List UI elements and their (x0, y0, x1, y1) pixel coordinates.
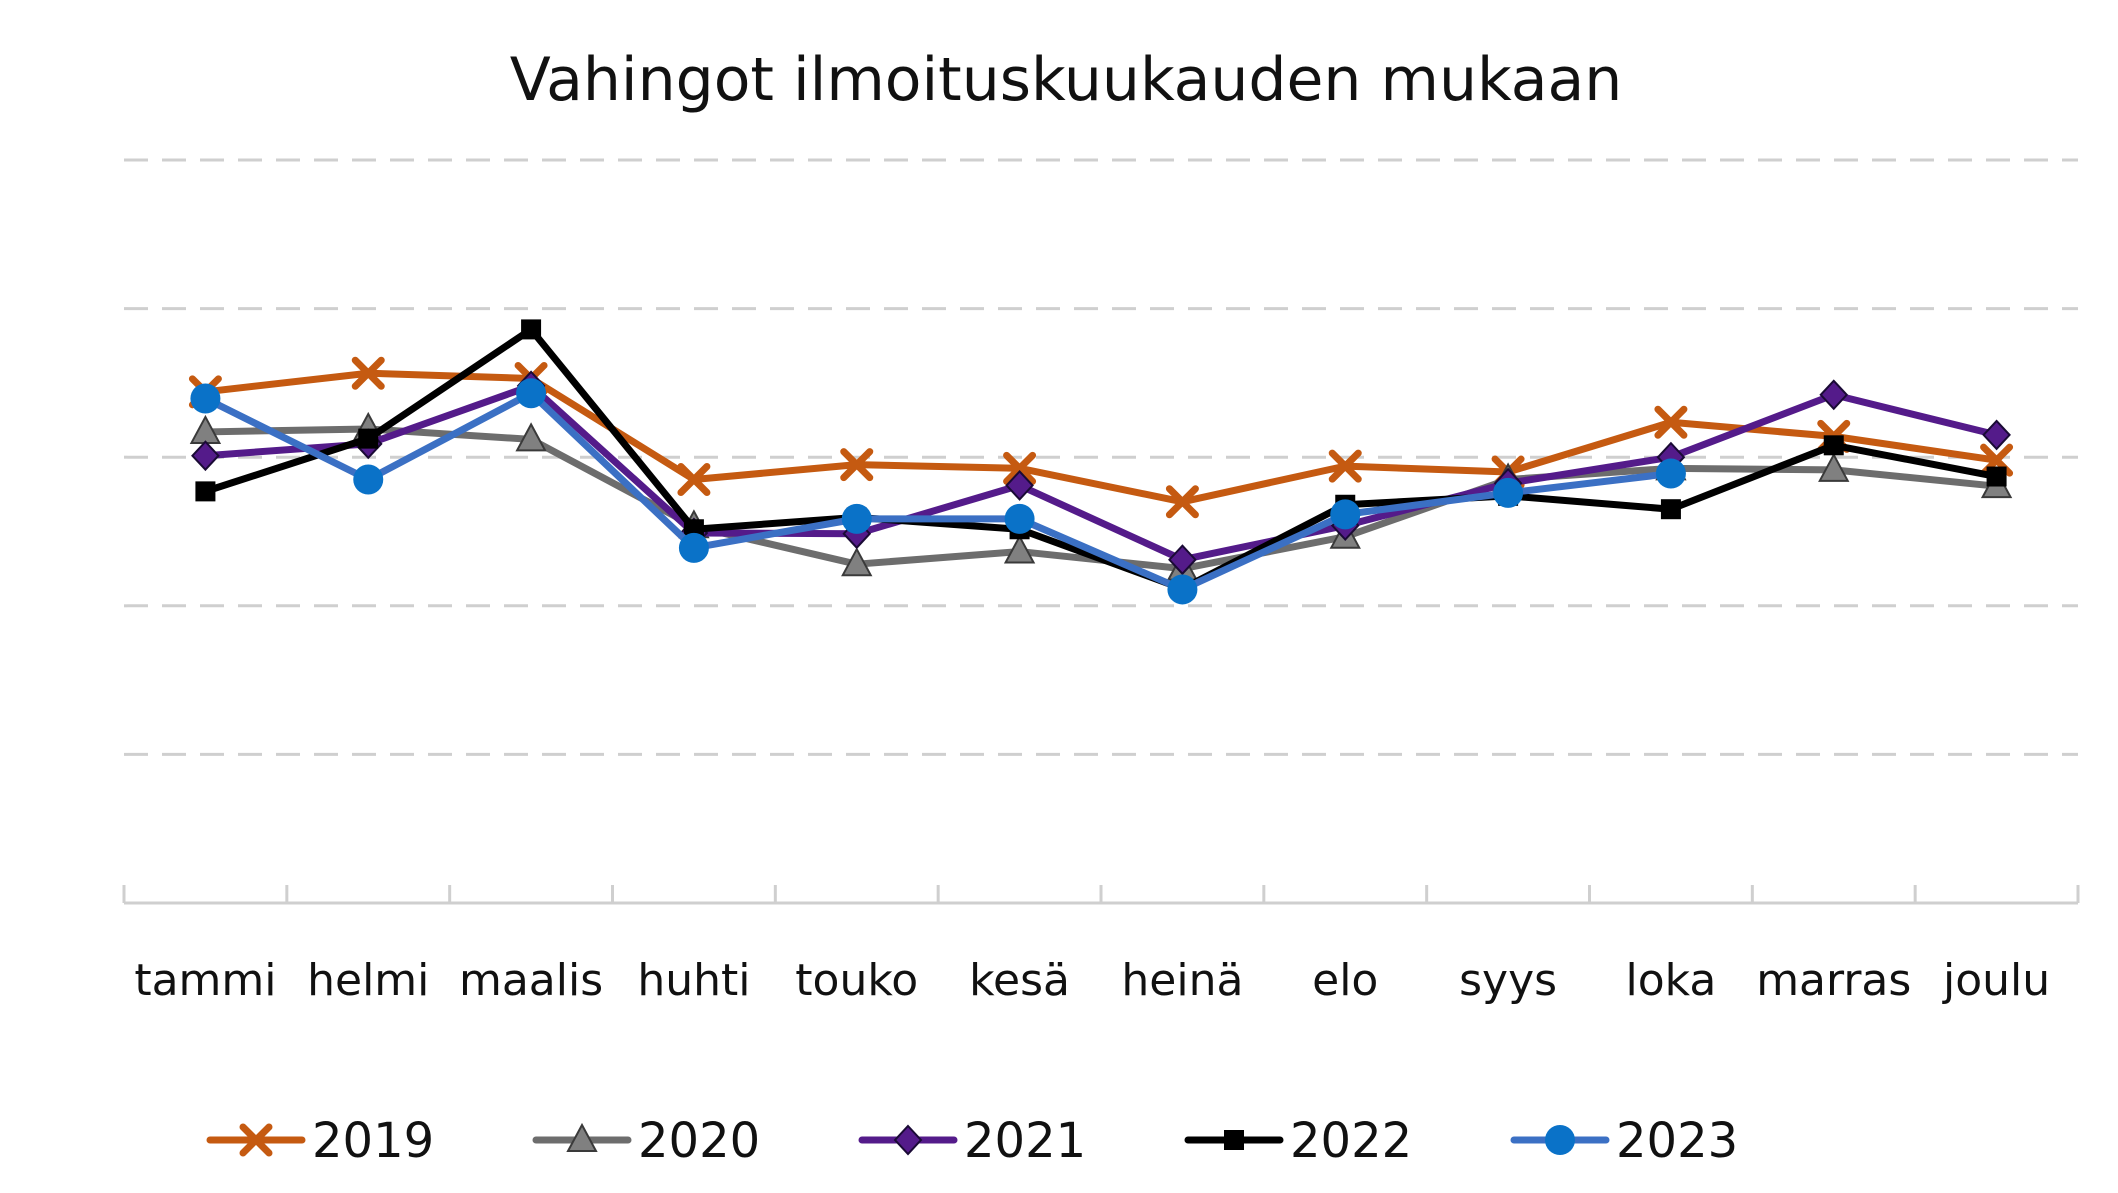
data-point-2021 (191, 440, 220, 472)
series-line-2019 (201, 369, 2001, 506)
series-line-2020 (201, 425, 2001, 573)
legend-item-2019: 2019 (206, 1113, 434, 1169)
chart-title: Vahingot ilmoituskuukauden mukaan (510, 45, 1623, 115)
data-point-2022 (1823, 435, 1844, 456)
legend-marker (239, 1123, 273, 1157)
data-point-2021 (1819, 379, 1849, 411)
x-tick-label: joulu (1942, 955, 2050, 1006)
data-point-2023 (1004, 503, 1035, 534)
data-point-2019 (677, 462, 711, 496)
data-point-2019 (840, 448, 874, 482)
data-point-2019 (1654, 405, 1688, 439)
data-point-2021 (1168, 544, 1197, 576)
legend-marker (566, 1122, 598, 1152)
series-2023 (190, 378, 1686, 605)
data-point-2020 (1818, 452, 1850, 482)
series-line-2022 (201, 325, 2001, 593)
legend-label: 2023 (1616, 1113, 1738, 1169)
x-tick-label: touko (795, 955, 918, 1006)
x-tick-label: helmi (307, 955, 429, 1006)
data-point-2019 (1328, 449, 1362, 483)
data-point-2023 (190, 383, 221, 414)
data-point-2023 (678, 532, 709, 563)
data-point-2021 (1005, 469, 1034, 501)
data-point-2022 (1660, 499, 1681, 520)
legend-label: 2022 (1290, 1113, 1412, 1169)
x-tick-label: kesä (969, 955, 1070, 1006)
legend-label: 2021 (964, 1113, 1086, 1169)
legend-item-2022: 2022 (1184, 1113, 1412, 1169)
data-point-2023 (1493, 477, 1524, 508)
data-point-2019 (351, 356, 385, 390)
data-point-2019 (1003, 451, 1037, 485)
legend-item-2020: 2020 (532, 1113, 760, 1169)
data-point-2023 (1330, 499, 1361, 530)
data-point-2020 (515, 422, 547, 452)
data-point-2023 (841, 503, 872, 534)
legend-marker (1224, 1130, 1244, 1150)
data-point-2022 (195, 481, 216, 502)
data-point-2023 (353, 464, 384, 495)
x-tick-label: tammi (134, 955, 276, 1006)
data-point-2023 (516, 378, 547, 409)
legend-marker (893, 1124, 923, 1156)
legend-item-2023: 2023 (1510, 1113, 1738, 1169)
series-2021 (191, 370, 2011, 576)
legend-item-2021: 2021 (858, 1113, 1086, 1169)
data-point-2023 (1167, 574, 1198, 605)
data-point-2023 (1655, 458, 1686, 489)
data-point-2022 (1986, 466, 2007, 487)
data-point-2022 (521, 319, 542, 340)
x-tick-label: heinä (1121, 955, 1243, 1006)
series-line-2021 (201, 382, 2001, 564)
legend-label: 2020 (638, 1113, 760, 1169)
data-point-2021 (1982, 419, 2011, 451)
data-point-2022 (358, 428, 379, 449)
x-axis: tammi helmi maalis huhti touko kesä heinä elo sy… (122, 885, 2080, 1006)
data-point-2020 (1003, 534, 1036, 564)
x-tick-label: maalis (459, 955, 603, 1006)
x-tick-label: huhti (637, 955, 750, 1006)
x-tick-label: elo (1312, 955, 1378, 1006)
gridlines (124, 158, 2078, 756)
series-line-2023 (201, 389, 1675, 593)
legend-label: 2019 (312, 1113, 434, 1169)
legend-marker (1545, 1125, 1575, 1155)
legend: 2019 2020 2021 2022 2023 (206, 1113, 1738, 1169)
x-tick-label: syys (1459, 955, 1557, 1006)
data-point-2019 (1165, 485, 1199, 519)
x-tick-label: marras (1756, 955, 1911, 1006)
x-tick-label: loka (1626, 955, 1717, 1006)
series-group (188, 319, 2014, 605)
data-point-2020 (841, 547, 873, 577)
